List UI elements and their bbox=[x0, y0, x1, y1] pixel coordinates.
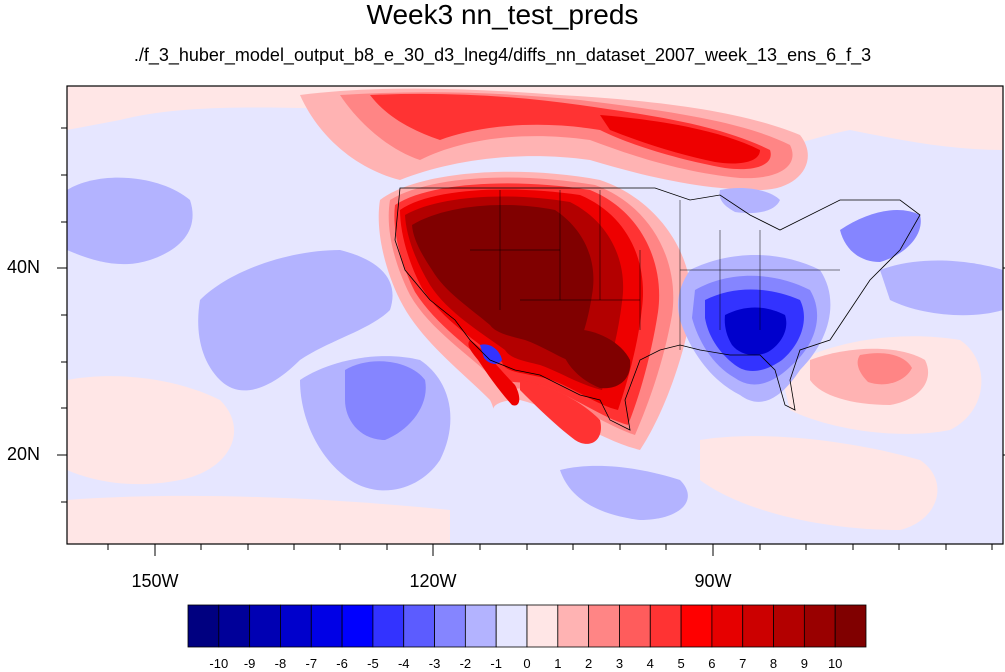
field-neg-region bbox=[198, 250, 393, 391]
colorbar-tick-label: -8 bbox=[274, 656, 287, 671]
map-field bbox=[67, 86, 1003, 544]
field-pos-region bbox=[857, 353, 912, 385]
colorbar-swatch bbox=[711, 604, 744, 648]
colorbar-swatch bbox=[803, 604, 836, 648]
colorbar-tick-label: 7 bbox=[739, 656, 747, 671]
colorbar-tick-label: 10 bbox=[827, 656, 843, 671]
colorbar-swatch bbox=[834, 604, 867, 648]
colorbar-tick-label: -4 bbox=[397, 656, 410, 671]
colorbar-tick-label: 9 bbox=[800, 656, 808, 671]
colorbar-swatch bbox=[218, 604, 251, 648]
colorbar-swatch bbox=[341, 604, 374, 648]
colorbar-tick-label: -7 bbox=[305, 656, 318, 671]
us-outline bbox=[394, 187, 921, 431]
colorbar bbox=[187, 604, 867, 648]
field-pos-region bbox=[412, 205, 594, 362]
colorbar-swatch bbox=[249, 604, 281, 648]
map-subtitle: ./f_3_huber_model_output_b8_e_30_d3_lneg… bbox=[133, 45, 872, 65]
colorbar-tick-label: -6 bbox=[336, 656, 348, 671]
state-lines bbox=[470, 190, 840, 350]
colorbar-tick-label: 3 bbox=[615, 656, 624, 671]
colorbar-tick-label: 2 bbox=[585, 656, 593, 671]
colorbar-swatch bbox=[464, 604, 497, 648]
colorbar-swatch bbox=[680, 604, 713, 648]
field-neg-region bbox=[560, 465, 688, 520]
colorbar-tick-label: 6 bbox=[708, 656, 716, 671]
field-pos-region bbox=[520, 380, 601, 444]
colorbar-tick-label: -3 bbox=[428, 656, 441, 671]
colorbar-swatch bbox=[649, 604, 682, 648]
colorbar-tick-label: 5 bbox=[677, 656, 685, 671]
colorbar-tick-label: -10 bbox=[209, 656, 229, 671]
field-pos-region bbox=[67, 376, 235, 485]
coastlines bbox=[394, 187, 921, 431]
map-title: Week3 nn_test_preds bbox=[366, 0, 639, 30]
colorbar-tick-label: -9 bbox=[243, 656, 256, 671]
colorbar-swatch bbox=[619, 604, 651, 648]
field-neg-region bbox=[724, 307, 787, 356]
lat-label-40n: 40N bbox=[6, 257, 40, 277]
lon-ticks bbox=[107, 544, 993, 556]
colorbar-swatch bbox=[557, 604, 590, 648]
colorbar-swatch bbox=[495, 604, 528, 648]
field-neg-region bbox=[880, 260, 1003, 316]
field-pos-region bbox=[700, 436, 938, 530]
colorbar-tick-label: 1 bbox=[554, 656, 562, 671]
colorbar-swatch bbox=[588, 604, 620, 648]
colorbar-swatch bbox=[403, 604, 435, 648]
lon-label-120w: 120W bbox=[409, 571, 457, 591]
colorbar-swatch bbox=[773, 604, 805, 648]
field-pos-region bbox=[468, 340, 520, 406]
colorbar-tick-label: 8 bbox=[769, 656, 778, 671]
colorbar-tick-label: -2 bbox=[459, 656, 472, 671]
field-pos-region bbox=[560, 329, 631, 389]
colorbar-swatch bbox=[280, 604, 312, 648]
colorbar-tick-label: -5 bbox=[367, 656, 379, 671]
field-pos-region bbox=[600, 115, 760, 164]
colorbar-swatch bbox=[187, 604, 220, 648]
colorbar-tick-label: 0 bbox=[523, 656, 531, 671]
field-neg-region bbox=[480, 344, 502, 364]
field-neg-region bbox=[67, 177, 193, 265]
colorbar-swatch bbox=[742, 604, 774, 648]
lon-label-90w: 90W bbox=[694, 571, 732, 591]
colorbar-tick-label: 4 bbox=[646, 656, 654, 671]
lon-label-150w: 150W bbox=[131, 571, 179, 591]
field-neg-region bbox=[719, 188, 780, 214]
colorbar-swatch bbox=[434, 604, 466, 648]
colorbar-swatch bbox=[372, 604, 405, 648]
colorbar-swatch bbox=[526, 604, 559, 648]
lat-label-20n: 20N bbox=[6, 444, 40, 464]
colorbar-swatch bbox=[310, 604, 343, 648]
colorbar-tick-label: -1 bbox=[490, 656, 502, 671]
field-neg-region bbox=[345, 361, 426, 440]
field-pos-region bbox=[67, 495, 450, 544]
